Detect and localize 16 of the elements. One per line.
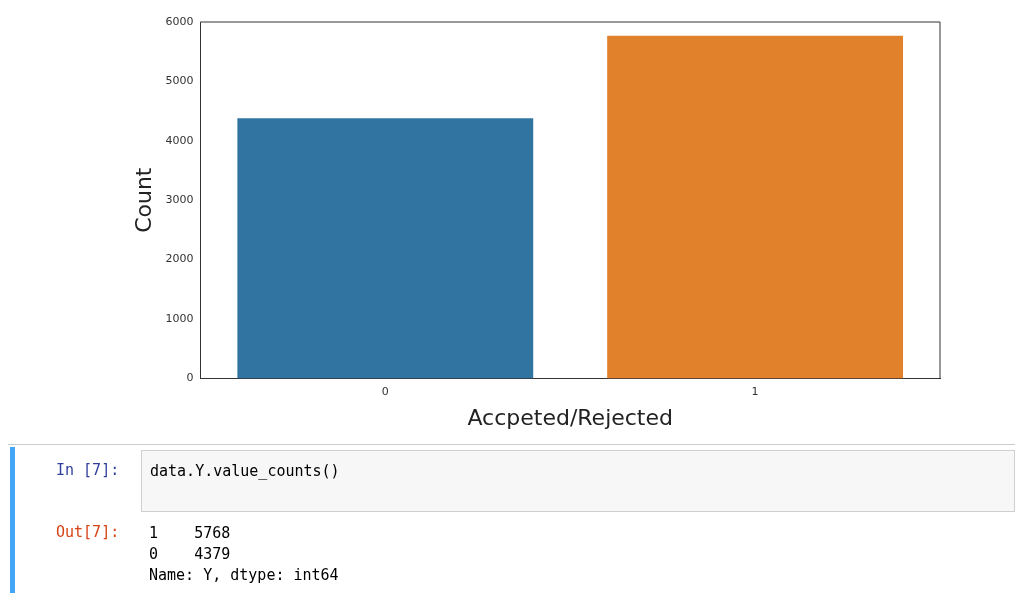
y-axis-title: Count	[130, 167, 156, 233]
y-tick-label: 0	[186, 371, 194, 385]
y-tick-label: 3000	[165, 193, 194, 207]
y-tick-label: 5000	[165, 74, 194, 88]
text: In [7]:	[56, 461, 120, 479]
y-tick-label: 1000	[165, 311, 194, 325]
text: 0 4379	[149, 544, 232, 565]
x-axis-title: Accpeted/Rejected	[467, 404, 673, 430]
y-tick-label: 6000	[165, 14, 194, 28]
text: 1 5768	[149, 523, 232, 544]
x-tick-label: 1	[751, 384, 759, 398]
text: Name: Y, dtype: int64	[149, 565, 339, 586]
input-box: data.Y.value_counts()	[141, 450, 1015, 512]
text: Out[7]:	[56, 523, 120, 541]
y-tick-label: 4000	[165, 133, 194, 147]
y-tick-label: 2000	[165, 252, 194, 266]
